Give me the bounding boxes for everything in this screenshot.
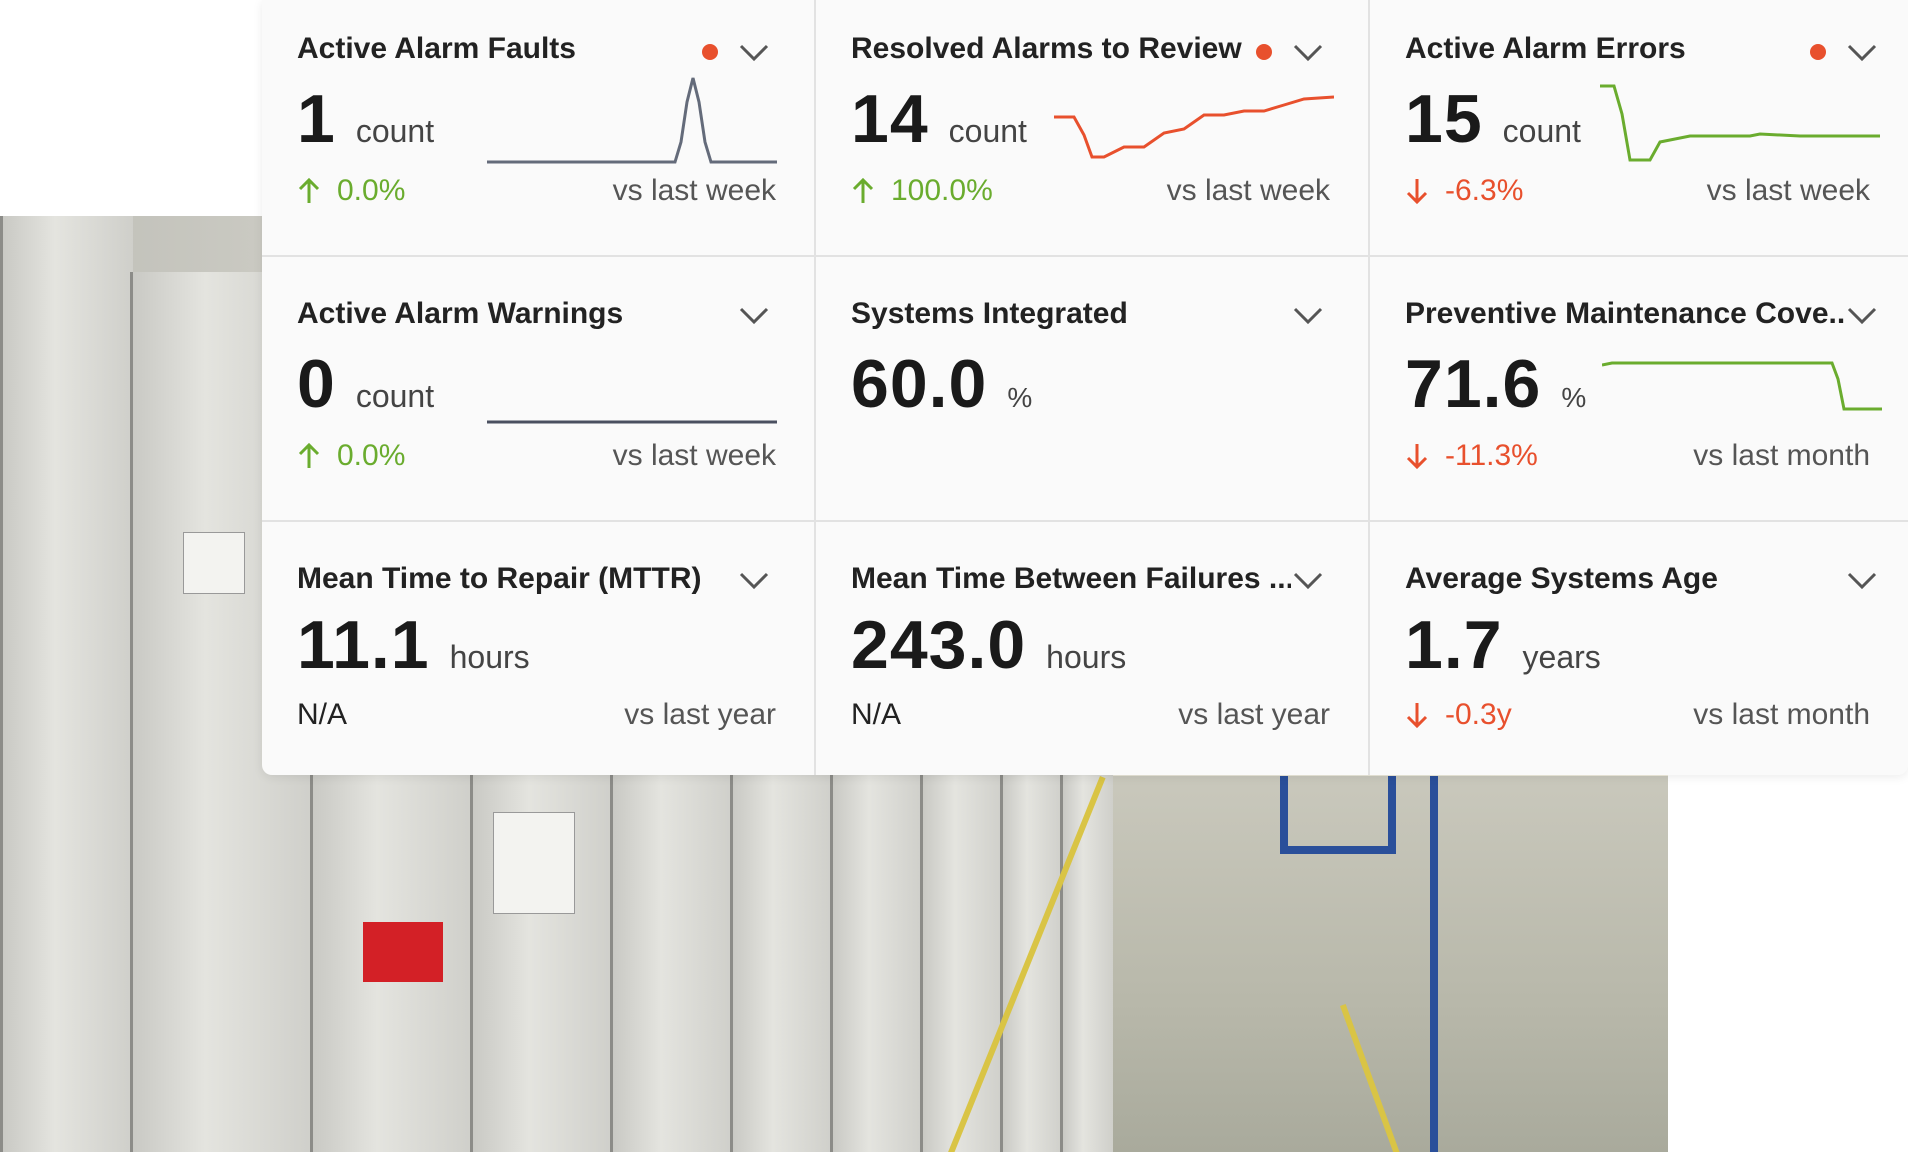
chevron-down-icon[interactable] (737, 568, 771, 592)
card-unit: % (1007, 382, 1033, 413)
comparison-label: vs last month (1693, 439, 1870, 472)
card-unit: years (1522, 639, 1601, 675)
arrow-down-icon (1406, 179, 1428, 205)
chevron-down-icon[interactable] (1845, 40, 1879, 64)
change-indicator: N/A (851, 698, 902, 731)
metric-card-mtbf[interactable]: Mean Time Between Failures ... 243.0 hour… (816, 522, 1370, 775)
chevron-down-icon[interactable] (737, 303, 771, 327)
card-value: 1 count (297, 81, 435, 157)
arrow-up-icon (298, 177, 320, 203)
rolling-stairs (1430, 776, 1668, 1152)
arrow-up-icon (852, 177, 874, 203)
change-indicator: -0.3y (1405, 698, 1512, 732)
chevron-down-icon[interactable] (1845, 303, 1879, 327)
arrow-up-icon (298, 442, 320, 468)
card-unit: count (948, 113, 1027, 149)
metric-card-average-systems-age[interactable]: Average Systems Age 1.7 years -0.3y vs la… (1370, 522, 1908, 775)
card-title: Active Alarm Warnings (297, 297, 624, 330)
metric-card-systems-integrated[interactable]: Systems Integrated 60.0% (816, 257, 1370, 522)
change-indicator: -6.3% (1405, 174, 1523, 208)
comparison-label: vs last week (612, 174, 776, 207)
sparkline (487, 420, 777, 424)
switchgear-cabinet (920, 732, 1003, 1152)
card-unit: count (355, 113, 435, 149)
card-title: Mean Time to Repair (MTTR) (297, 562, 702, 595)
switchgear-cabinet (830, 712, 923, 1152)
change-indicator: 0.0% (297, 174, 405, 208)
card-unit: hours (449, 639, 530, 675)
chevron-down-icon[interactable] (1845, 568, 1879, 592)
card-value: 14 count (851, 81, 1027, 157)
card-title: Average Systems Age (1405, 562, 1718, 595)
change-indicator: 100.0% (851, 174, 993, 208)
switchgear-cabinet (0, 216, 133, 1152)
alert-dot-icon (1810, 44, 1826, 60)
card-unit: % (1561, 382, 1587, 413)
card-title: Mean Time Between Failures ... (851, 562, 1291, 595)
chevron-down-icon[interactable] (1291, 40, 1325, 64)
card-value: 71.6% (1405, 346, 1587, 422)
chevron-down-icon[interactable] (1291, 568, 1325, 592)
chevron-down-icon[interactable] (737, 40, 771, 64)
card-value: 15 count (1405, 81, 1581, 157)
sparkline (1602, 361, 1882, 411)
card-unit: count (1502, 113, 1581, 149)
sparkline (487, 77, 777, 164)
change-indicator: -11.3% (1405, 439, 1538, 473)
metrics-panel: Active Alarm Faults 1 count 0.0% vs last … (262, 0, 1908, 775)
comparison-label: vs last year (1178, 698, 1330, 731)
arrow-down-icon (1406, 703, 1428, 729)
alert-dot-icon (702, 44, 718, 60)
metric-card-active-alarm-errors[interactable]: Active Alarm Errors 15 count -6.3% vs las… (1370, 0, 1908, 257)
change-indicator: N/A (297, 698, 348, 731)
card-title: Active Alarm Errors (1405, 32, 1686, 65)
card-value: 243.0 hours (851, 607, 1127, 683)
rolling-stairs (1280, 776, 1396, 854)
comparison-label: vs last week (612, 439, 776, 472)
card-value: 1.7 years (1405, 607, 1601, 683)
comparison-label: vs last year (624, 698, 776, 731)
card-title: Systems Integrated (851, 297, 1128, 330)
metric-card-preventive-maintenance[interactable]: Preventive Maintenance Cove... 71.6% -11… (1370, 257, 1908, 522)
comparison-label: vs last month (1693, 698, 1870, 731)
change-indicator: 0.0% (297, 439, 405, 473)
card-value: 0 count (297, 346, 435, 422)
comparison-label: vs last week (1166, 174, 1330, 207)
metric-card-mttr[interactable]: Mean Time to Repair (MTTR) 11.1 hours N/A… (262, 522, 816, 775)
alert-dot-icon (1256, 44, 1272, 60)
switchgear-cabinet (1060, 772, 1113, 1152)
card-value: 60.0% (851, 346, 1033, 422)
card-title: Resolved Alarms to Review (851, 32, 1242, 65)
arrow-down-icon (1406, 444, 1428, 470)
metric-card-resolved-alarms[interactable]: Resolved Alarms to Review 14 count 100.0%… (816, 0, 1370, 257)
card-title: Active Alarm Faults (297, 32, 576, 65)
card-unit: hours (1046, 639, 1127, 675)
metric-card-active-alarm-warnings[interactable]: Active Alarm Warnings 0 count 0.0% vs las… (262, 257, 816, 522)
sparkline (1600, 84, 1880, 162)
card-value: 11.1 hours (297, 607, 530, 683)
sparkline (1054, 95, 1334, 159)
card-title: Preventive Maintenance Cove... (1405, 297, 1845, 330)
comparison-label: vs last week (1706, 174, 1870, 207)
chevron-down-icon[interactable] (1291, 303, 1325, 327)
metric-card-active-alarm-faults[interactable]: Active Alarm Faults 1 count 0.0% vs last … (262, 0, 816, 257)
card-unit: count (355, 378, 435, 414)
